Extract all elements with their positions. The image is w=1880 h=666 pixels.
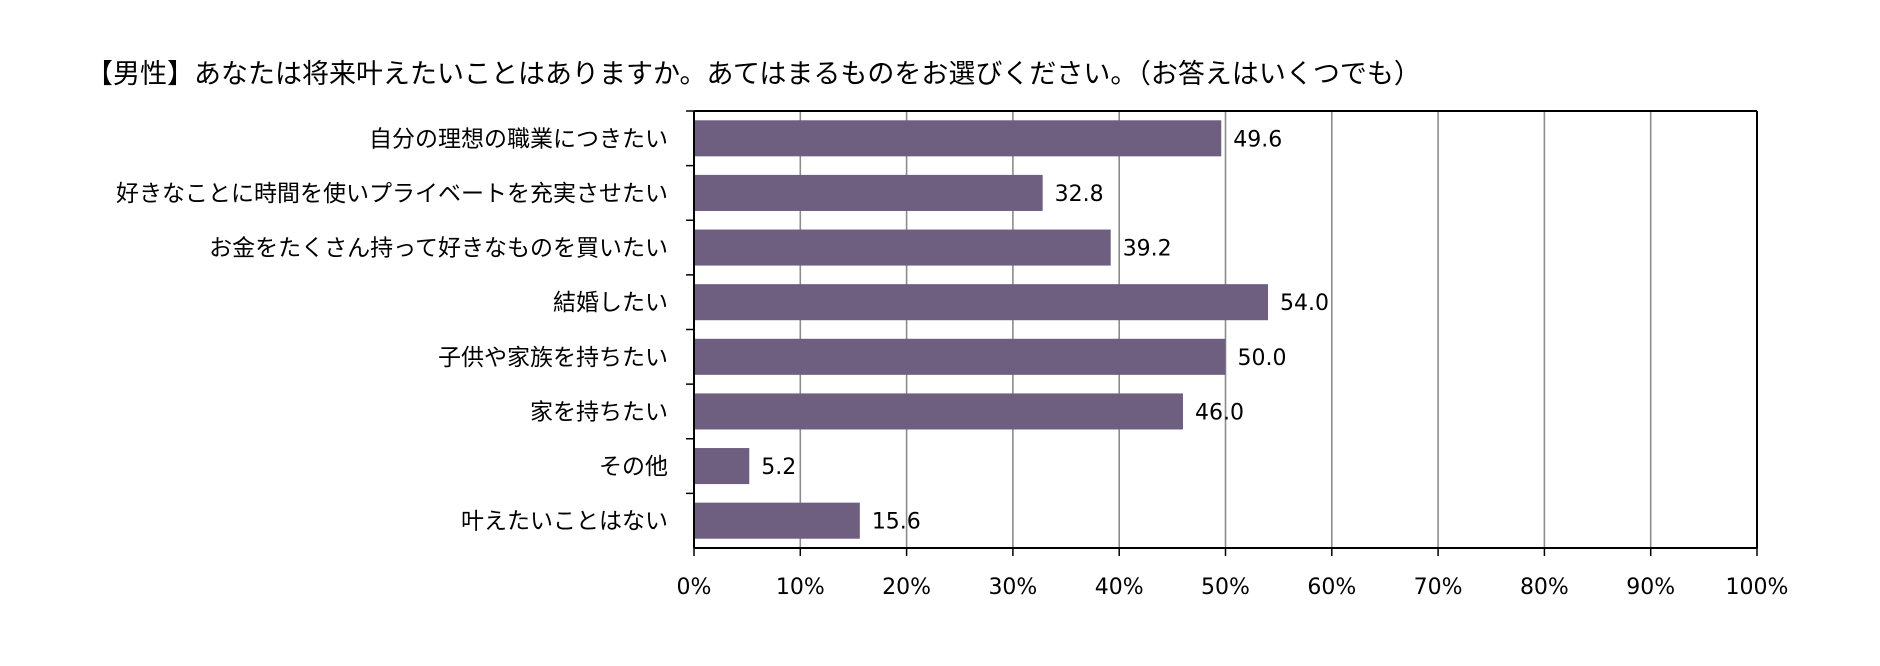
- data-label: 54.0: [1280, 291, 1329, 316]
- data-label: 49.6: [1233, 127, 1282, 152]
- bar: [694, 338, 1226, 375]
- category-label: 家を持ちたい: [530, 399, 668, 425]
- bar: [694, 284, 1269, 321]
- x-tick-label: 50%: [1201, 575, 1250, 600]
- category-label: 好きなことに時間を使いプライベートを充実させたい: [116, 181, 668, 207]
- category-label: お金をたくさん持って好きなものを買いたい: [209, 236, 668, 262]
- data-label: 32.8: [1055, 182, 1104, 207]
- category-label: 自分の理想の職業につきたい: [369, 126, 668, 152]
- bar: [694, 120, 1222, 157]
- x-tick-label: 70%: [1414, 575, 1463, 600]
- bar: [694, 502, 860, 539]
- x-tick-label: 60%: [1307, 575, 1356, 600]
- x-tick-label: 90%: [1626, 575, 1675, 600]
- category-label: その他: [599, 454, 668, 480]
- data-label: 39.2: [1123, 237, 1172, 262]
- category-label: 結婚したい: [553, 290, 668, 316]
- x-tick-label: 30%: [988, 575, 1037, 600]
- data-label: 50.0: [1238, 346, 1287, 371]
- x-tick-label: 20%: [882, 575, 931, 600]
- category-label: 子供や家族を持ちたい: [438, 345, 668, 371]
- x-tick-label: 80%: [1520, 575, 1569, 600]
- labels: 0% 10% 20% 30% 40% 50% 60% 70% 80% 90% 100% 自分の理想の職…: [116, 126, 1788, 600]
- x-tick-label: 10%: [776, 575, 825, 600]
- data-label: 5.2: [761, 455, 796, 480]
- x-tick-label: 0%: [677, 575, 712, 600]
- bar: [694, 393, 1183, 430]
- bar: [694, 448, 750, 485]
- chart-title: 【男性】あなたは将来叶えたいことはありますか。あてはまるものをお選びください。（…: [86, 59, 1421, 90]
- bar: [694, 174, 1043, 211]
- x-tick-label: 100%: [1726, 575, 1789, 600]
- bar: [694, 229, 1111, 266]
- axes: [686, 110, 1758, 556]
- data-label: 46.0: [1195, 400, 1244, 425]
- bars: [694, 120, 1269, 539]
- x-tick-label: 40%: [1095, 575, 1144, 600]
- category-label: 叶えたいことはない: [461, 509, 668, 535]
- data-label: 15.6: [872, 510, 921, 535]
